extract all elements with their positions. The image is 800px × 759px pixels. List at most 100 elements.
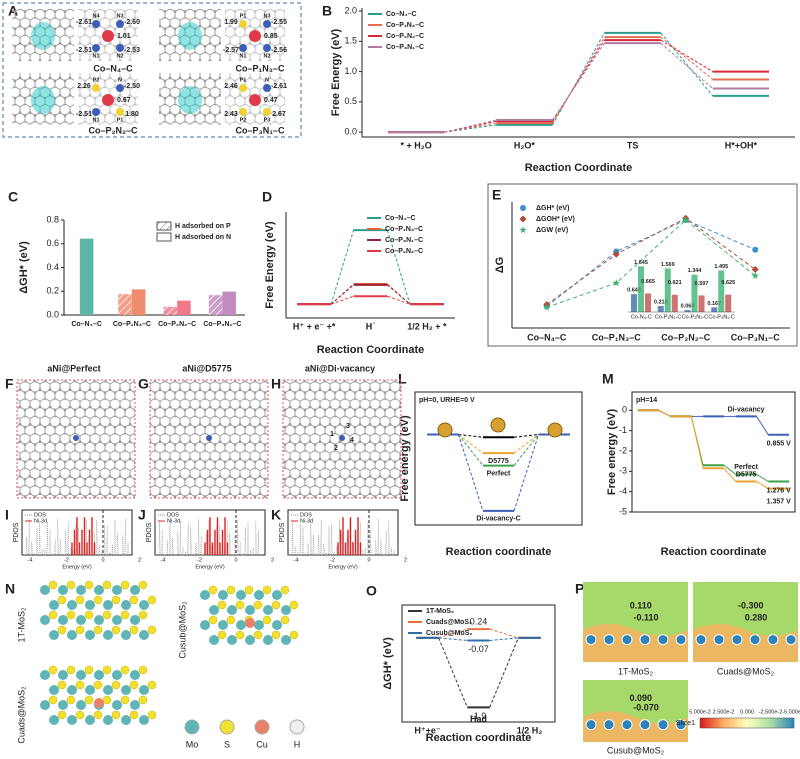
value-label: -0.07 bbox=[468, 644, 489, 654]
x-axis-label: Reaction Coordinate bbox=[317, 344, 425, 356]
atom bbox=[263, 108, 271, 116]
x-tick-label: Co–P₃N₁–C bbox=[731, 332, 780, 342]
x-tick-label: 0 bbox=[234, 557, 237, 563]
charge-map-atom bbox=[639, 719, 651, 731]
s-atom bbox=[129, 680, 139, 690]
inset-value-label: 1.344 bbox=[688, 268, 703, 274]
charge-map-atom bbox=[603, 634, 615, 646]
connector bbox=[660, 32, 714, 97]
mo-atom bbox=[130, 585, 140, 595]
charge-map-atom bbox=[731, 634, 743, 646]
inset-bar bbox=[684, 310, 691, 312]
mo-atom bbox=[112, 700, 122, 710]
connector bbox=[660, 39, 713, 73]
s-atom bbox=[111, 595, 121, 605]
charge-map-atom bbox=[675, 719, 687, 731]
mo-atom bbox=[112, 670, 122, 680]
series-label: D5775 bbox=[736, 471, 757, 478]
ni-atom bbox=[206, 435, 212, 441]
charge-map-atom bbox=[785, 634, 797, 646]
inset-category: Co-P₃N₁-C bbox=[708, 314, 734, 320]
s-atom bbox=[280, 615, 290, 625]
mo-atom bbox=[49, 685, 59, 695]
colorbar-tick: -5.000e-2 bbox=[782, 709, 800, 715]
atom bbox=[263, 20, 271, 28]
y-axis-label: Free Energy (eV) bbox=[264, 221, 276, 309]
mo-atom bbox=[236, 590, 246, 600]
structure-name: Co–P₁N₃–C bbox=[236, 63, 285, 73]
center-charge: 0.47 bbox=[264, 97, 278, 104]
connector bbox=[387, 295, 411, 305]
legend-label: ΔGH* (eV) bbox=[536, 205, 569, 212]
charge-map-atom bbox=[621, 719, 633, 731]
data-point bbox=[612, 250, 620, 258]
y-tick-label: 0 bbox=[622, 405, 627, 415]
mo-atom bbox=[85, 600, 95, 610]
center-charge: 0.85 bbox=[264, 33, 278, 40]
panel-letter: K bbox=[271, 507, 281, 523]
y-tick-label: -4 bbox=[619, 486, 627, 496]
s-atom bbox=[235, 630, 245, 640]
atom-charge: 1.80 bbox=[125, 111, 139, 118]
x-axis-label: Energy (eV) bbox=[62, 564, 92, 570]
mo-atom bbox=[112, 615, 122, 625]
mo-atom bbox=[218, 590, 228, 600]
annotation: pH=14 bbox=[636, 397, 657, 404]
inset-value-label: 0.597 bbox=[695, 281, 709, 287]
legend-label: Ni-3d bbox=[34, 518, 47, 524]
inset-value-label: 0.665 bbox=[641, 279, 655, 285]
connector bbox=[552, 36, 605, 124]
y-tick-label: 0.4 bbox=[46, 262, 59, 272]
s-atom bbox=[138, 580, 148, 590]
structure-name: Co–N₄–C bbox=[93, 63, 133, 73]
lattice-title: aNi@Perfect bbox=[47, 363, 100, 373]
x-tick-label: 1/2 H₂ + * bbox=[407, 321, 447, 331]
metal-atom bbox=[249, 30, 261, 42]
x-axis-label: Reaction coordinate bbox=[661, 546, 767, 558]
mo-atom bbox=[121, 600, 131, 610]
x-tick-label: TS bbox=[627, 140, 639, 150]
legend-label: Ni-3d bbox=[300, 518, 313, 524]
data-point bbox=[519, 226, 527, 234]
s-atom bbox=[66, 665, 76, 675]
mo-atom bbox=[281, 605, 291, 615]
mo-atom bbox=[49, 715, 59, 725]
x-axis-label: Energy (eV) bbox=[195, 564, 225, 570]
panel-letter: G bbox=[138, 376, 149, 392]
x-tick-label: 2 bbox=[271, 557, 274, 563]
s-atom bbox=[147, 710, 157, 720]
charge-map-atom bbox=[657, 719, 669, 731]
x-tick-label: 0 bbox=[101, 557, 104, 563]
inset-bar bbox=[664, 268, 671, 312]
legend-swatch bbox=[156, 221, 172, 231]
bar-hatch bbox=[118, 294, 132, 315]
inset-bar bbox=[711, 307, 718, 312]
mo-atom bbox=[58, 585, 68, 595]
x-axis-label: Reaction Coordinate bbox=[525, 162, 633, 174]
y-axis-label: ΔG bbox=[494, 257, 506, 273]
cu-atom bbox=[245, 618, 255, 628]
inset-category: Co-P₂N₂-C bbox=[682, 314, 709, 320]
legend-label: Co–P₁N₃–C bbox=[385, 226, 423, 233]
s-atom bbox=[253, 630, 263, 640]
connector bbox=[386, 229, 411, 305]
inset-value-label: 1.645 bbox=[634, 260, 648, 266]
connector bbox=[513, 434, 539, 466]
atom bbox=[263, 44, 271, 52]
series-label: D5775 bbox=[488, 458, 509, 465]
structure-name: Co–P₃N₁–C bbox=[236, 125, 285, 135]
s-atom bbox=[57, 710, 67, 720]
y-tick-label: 0.5 bbox=[344, 96, 357, 106]
legend-label: Co–P₁N₃–C bbox=[386, 22, 424, 29]
connector bbox=[513, 434, 540, 512]
y-axis-label: PDOS bbox=[279, 522, 286, 542]
atom-charge: -2.60 bbox=[124, 19, 140, 26]
mo-atom bbox=[200, 590, 210, 600]
series-label: Perfect bbox=[487, 470, 511, 477]
s-atom bbox=[111, 625, 121, 635]
x-tick-label: Co–P₂N₂–C bbox=[158, 321, 196, 328]
plot-frame bbox=[401, 604, 556, 723]
mo-atom bbox=[40, 700, 50, 710]
data-point bbox=[752, 246, 759, 253]
potential-label: 1.276 V bbox=[767, 487, 791, 494]
